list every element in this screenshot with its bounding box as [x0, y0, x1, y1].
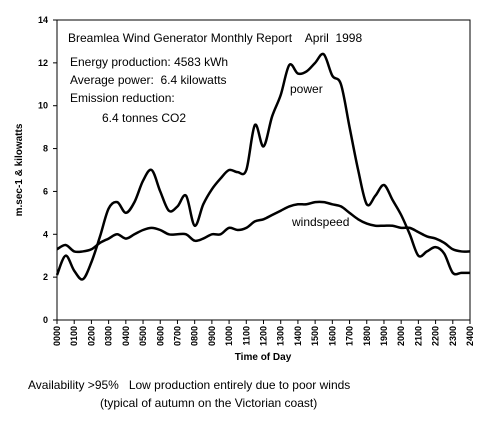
y-tick-label: 0	[43, 315, 48, 325]
x-tick-label: 0500	[138, 326, 148, 346]
annotation: 6.4 tonnes CO2	[102, 111, 186, 125]
footnote: Availability >95% Low production entirel…	[28, 378, 350, 392]
y-axis-label: m.sec-1 & kilowatts	[14, 123, 25, 216]
x-tick-label: 2000	[396, 326, 406, 346]
x-tick-label: 0000	[52, 326, 62, 346]
y-tick-label: 8	[43, 144, 48, 154]
x-tick-label: 2400	[465, 326, 475, 346]
x-tick-label: 0300	[104, 326, 114, 346]
annotation: Emission reduction:	[70, 91, 175, 105]
y-tick-label: 2	[43, 272, 48, 282]
series-label: windspeed	[291, 215, 349, 229]
x-tick-label: 1200	[259, 326, 269, 346]
x-tick-label: 0100	[69, 326, 79, 346]
series-line	[56, 200, 471, 254]
annotation: Average power: 6.4 kilowatts	[70, 73, 227, 87]
x-tick-label: 0400	[121, 326, 131, 346]
x-tick-label: 1800	[362, 326, 372, 346]
x-tick-label: 0700	[172, 326, 182, 346]
x-tick-label: 0800	[190, 326, 200, 346]
y-tick-label: 4	[43, 229, 48, 239]
x-tick-label: 1300	[276, 326, 286, 346]
series-label: power	[290, 82, 323, 96]
x-tick-label: 1400	[293, 326, 303, 346]
chart-title: Breamlea Wind Generator Monthly Report A…	[68, 31, 362, 45]
x-tick-label: 2200	[431, 326, 441, 346]
y-tick-label: 10	[38, 101, 48, 111]
x-axis-label: Time of Day	[235, 352, 292, 363]
x-tick-label: 0200	[86, 326, 96, 346]
y-tick-label: 6	[43, 186, 48, 196]
y-tick-label: 14	[38, 15, 48, 25]
x-tick-label: 1000	[224, 326, 234, 346]
x-tick-label: 0600	[155, 326, 165, 346]
x-tick-label: 1900	[379, 326, 389, 346]
y-tick-label: 12	[38, 58, 48, 68]
series-line	[55, 52, 470, 281]
x-tick-label: 1700	[345, 326, 355, 346]
footnote: (typical of autumn on the Victorian coas…	[100, 396, 317, 410]
x-tick-label: 1600	[327, 326, 337, 346]
x-tick-label: 0900	[207, 326, 217, 346]
x-tick-label: 2100	[413, 326, 423, 346]
x-tick-label: 1500	[310, 326, 320, 346]
x-tick-label: 1100	[241, 326, 251, 346]
annotation: Energy production: 4583 kWh	[70, 55, 228, 69]
x-tick-label: 2300	[448, 326, 458, 346]
